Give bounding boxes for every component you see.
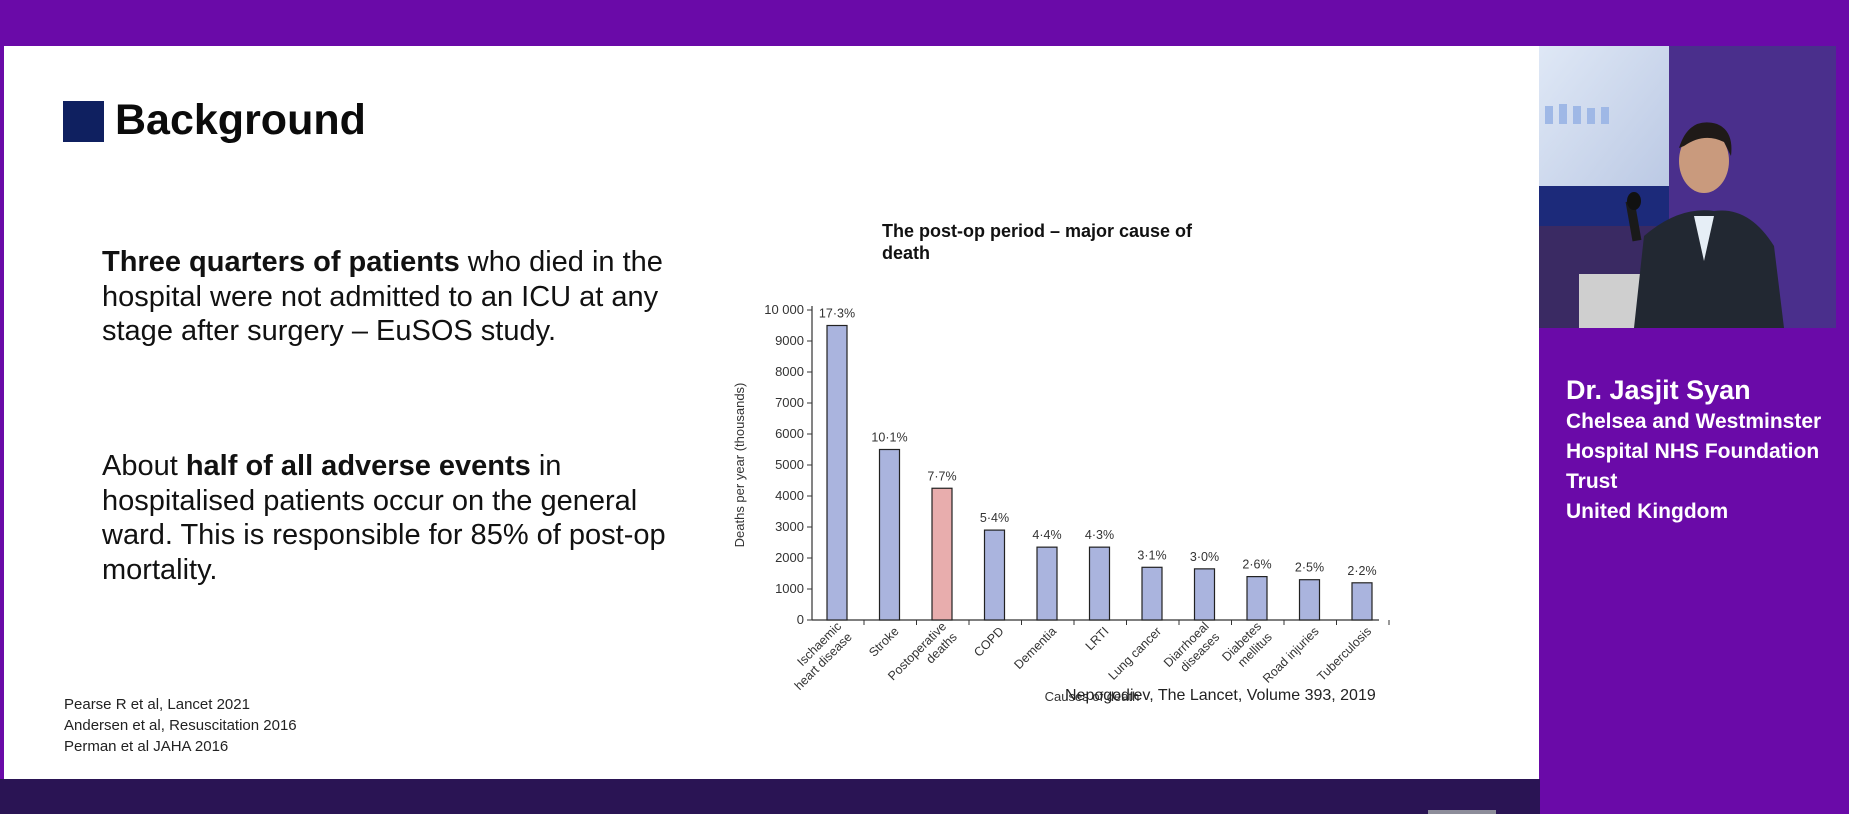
- chart-title: The post-op period – major cause of deat…: [882, 221, 1193, 263]
- speaker-video: [1539, 46, 1836, 328]
- data-label: 4·3%: [1085, 528, 1114, 542]
- y-axis-label: Deaths per year (thousands): [732, 383, 747, 548]
- x-tick-label-line: COPD: [971, 624, 1006, 659]
- speaker-caption: Dr. Jasjit Syan Chelsea and Westminster …: [1566, 373, 1821, 527]
- paragraph-adverse-text: in hospitalised patients occur on the ge…: [102, 450, 666, 586]
- data-label: 2·6%: [1242, 558, 1271, 572]
- data-label: 10·1%: [871, 431, 907, 445]
- bar-chart: 0 1000 2000 3000 4000 5000 6000 7000 8000 9000 10 …: [732, 302, 1390, 704]
- data-label: 3·0%: [1190, 550, 1219, 564]
- x-tick-label: Lung cancer: [1106, 624, 1165, 683]
- bar: [931, 487, 953, 621]
- y-tick-label: 3000: [775, 519, 804, 534]
- reference-item: Andersen et al, Resuscitation 2016: [64, 717, 297, 734]
- slide-footer-bar: [0, 779, 1540, 814]
- x-axis-label: Causes of death: [1045, 689, 1140, 704]
- x-tick-label: Diarrhoealdiseases: [1161, 619, 1222, 680]
- data-label: 2·5%: [1295, 561, 1324, 575]
- y-tick-label: 9000: [775, 333, 804, 348]
- y-tick-label: 6000: [775, 426, 804, 441]
- title-square-icon: [63, 101, 104, 142]
- data-label: 4·4%: [1032, 528, 1061, 542]
- bar: [1193, 568, 1216, 621]
- x-tick-label-line: Road injuries: [1260, 624, 1321, 685]
- y-tick-label: 0: [797, 612, 804, 627]
- speaker-video-frame: [1539, 46, 1836, 328]
- paragraph-icu-text: who died in the hospital were not admitt…: [102, 246, 663, 347]
- speaker-affiliation: Chelsea and Westminster: [1566, 410, 1822, 433]
- y-tick-label: 8000: [775, 364, 804, 379]
- corner-chip: [1428, 810, 1496, 814]
- paragraph-icu-bold: Three quarters of patients: [102, 246, 460, 278]
- chart-citation: Nepogodiev, The Lancet, Volume 393, 2019: [1065, 687, 1376, 704]
- data-label: 5·4%: [980, 511, 1009, 525]
- x-tick-label: Tuberculosis: [1314, 624, 1374, 684]
- bar: [1036, 546, 1058, 621]
- paragraph-adverse-events: About half of all adverse events in hosp…: [102, 449, 702, 587]
- data-label: 2·2%: [1347, 564, 1376, 578]
- presentation-slide: Background Three quarters of patients wh…: [4, 46, 1539, 779]
- bar: [1141, 566, 1163, 621]
- bar: [826, 324, 848, 621]
- x-tick-label: Road injuries: [1260, 624, 1321, 685]
- references-list: Pearse R et al, Lancet 2021 Andersen et …: [64, 694, 297, 757]
- x-tick-label-line: LRTI: [1083, 624, 1112, 653]
- paragraph-adverse-bold: half of all adverse events: [185, 450, 531, 482]
- bar: [1351, 582, 1373, 621]
- y-tick-label: 10 000: [764, 302, 804, 317]
- x-tick-label: Diabetesmellitus: [1219, 619, 1274, 674]
- x-tick-label: LRTI: [1083, 624, 1112, 653]
- bar: [878, 448, 901, 621]
- y-tick-label: 5000: [775, 457, 804, 472]
- slide-title: Background: [115, 96, 366, 144]
- x-tick-label-line: Tuberculosis: [1314, 624, 1374, 684]
- x-tick-label-line: Dementia: [1011, 624, 1059, 672]
- data-label: 17·3%: [819, 307, 855, 321]
- x-tick-label: COPD: [971, 624, 1006, 659]
- x-tick-label: Dementia: [1011, 624, 1059, 672]
- x-tick-label: Ischaemicheart disease: [781, 619, 855, 693]
- speaker-name: Dr. Jasjit Syan: [1566, 375, 1751, 405]
- bar: [983, 529, 1006, 621]
- bar: [1246, 576, 1268, 621]
- data-label: 3·1%: [1137, 548, 1166, 562]
- paragraph-icu: Three quarters of patients who died in t…: [102, 245, 702, 349]
- y-tick-label: 7000: [775, 395, 804, 410]
- reference-item: Perman et al JAHA 2016: [64, 738, 229, 755]
- x-tick-label-line: Stroke: [866, 624, 901, 659]
- x-tick-label: Stroke: [866, 624, 901, 659]
- y-tick-label: 4000: [775, 488, 804, 503]
- speaker-affiliation: Trust: [1566, 470, 1618, 493]
- x-tick-label-line: Lung cancer: [1106, 624, 1165, 683]
- reference-item: Pearse R et al, Lancet 2021: [64, 696, 250, 713]
- y-tick-label: 1000: [775, 581, 804, 596]
- y-tick-label: 2000: [775, 550, 804, 565]
- speaker-country: United Kingdom: [1566, 500, 1729, 523]
- data-label: 7·7%: [927, 469, 956, 483]
- bar: [1088, 546, 1111, 621]
- bar: [1298, 579, 1321, 621]
- paragraph-adverse-pre: About: [102, 450, 186, 482]
- speaker-affiliation: Hospital NHS Foundation: [1566, 440, 1820, 463]
